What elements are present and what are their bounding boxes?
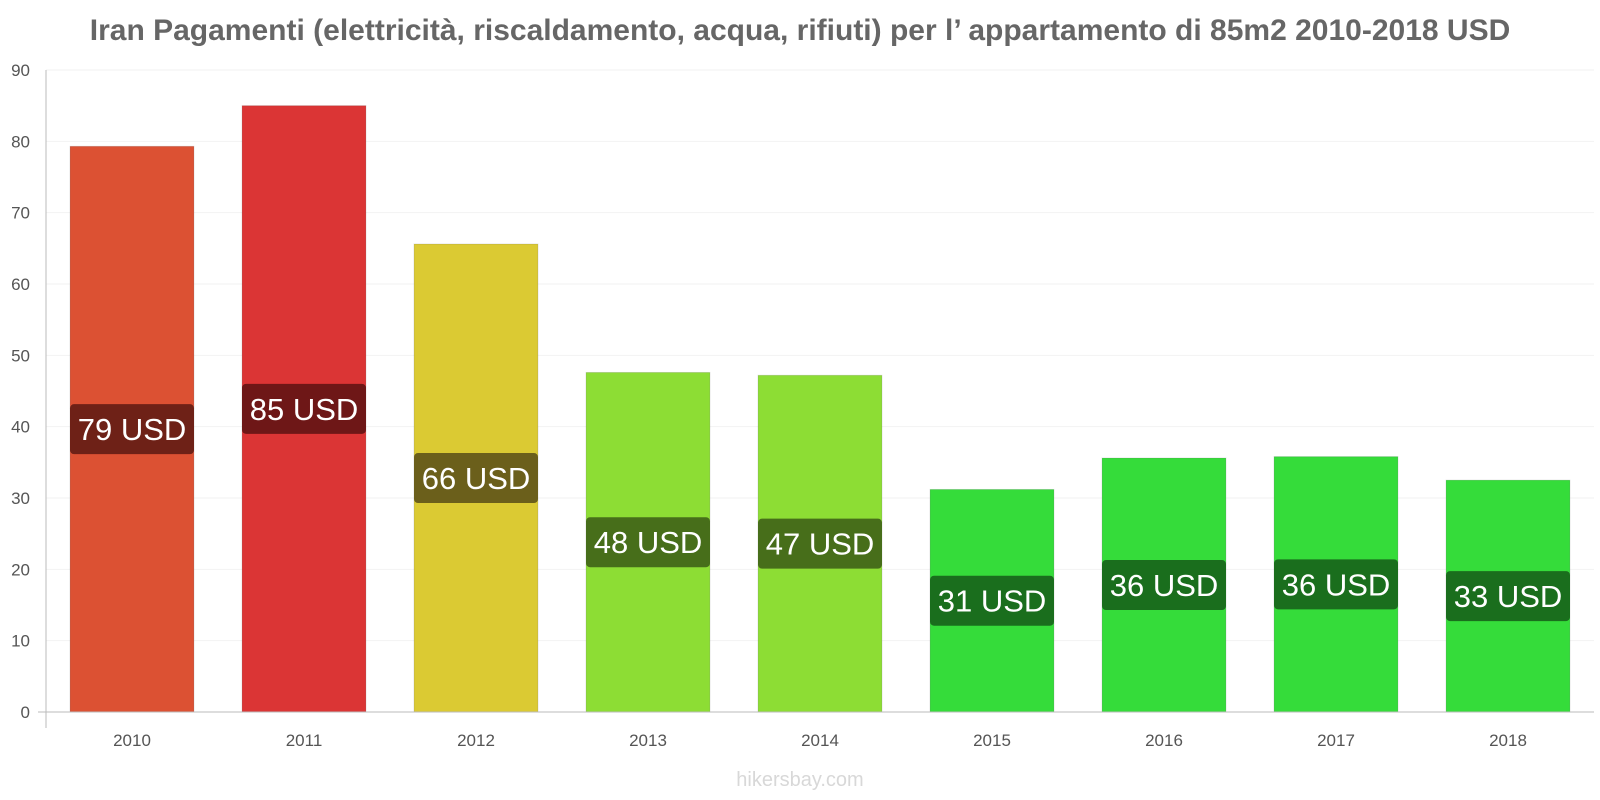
y-tick-label-40: 40 bbox=[11, 418, 30, 437]
x-tick-label-2015: 2015 bbox=[973, 731, 1011, 750]
x-tick-label-2014: 2014 bbox=[801, 731, 839, 750]
x-tick-label-2010: 2010 bbox=[113, 731, 151, 750]
data-label-2014: 47 USD bbox=[758, 518, 882, 569]
data-label-2011: 85 USD bbox=[242, 383, 366, 434]
data-label-box-2018 bbox=[1446, 571, 1570, 622]
data-label-text-2014: 47 USD bbox=[766, 527, 875, 562]
data-label-text-2016: 36 USD bbox=[1110, 568, 1219, 603]
y-tick-label-50: 50 bbox=[11, 346, 30, 365]
x-tick-label-2018: 2018 bbox=[1489, 731, 1527, 750]
data-label-2013: 48 USD bbox=[586, 517, 710, 568]
x-tick-label-2016: 2016 bbox=[1145, 731, 1183, 750]
y-tick-label-60: 60 bbox=[11, 275, 30, 294]
data-label-box-2012 bbox=[414, 453, 538, 504]
data-label-text-2017: 36 USD bbox=[1282, 567, 1391, 602]
data-label-text-2011: 85 USD bbox=[250, 392, 359, 427]
axis-layer: 0 10 20 30 40 50 60 70 80 90 2010 2011 2012 2013 2014 2… bbox=[11, 61, 1594, 750]
data-label-2018: 33 USD bbox=[1446, 571, 1570, 622]
y-tick-label-80: 80 bbox=[11, 132, 30, 151]
data-label-text-2018: 33 USD bbox=[1454, 579, 1563, 614]
data-label-box-2015 bbox=[930, 575, 1054, 626]
data-label-2017: 36 USD bbox=[1274, 559, 1398, 610]
x-tick-label-2017: 2017 bbox=[1317, 731, 1355, 750]
y-tick-label-90: 90 bbox=[11, 61, 30, 80]
chart-title: Iran Pagamenti (elettricità, riscaldamen… bbox=[89, 14, 1511, 47]
x-tick-label-2011: 2011 bbox=[286, 731, 323, 750]
x-tick-label-2013: 2013 bbox=[629, 731, 667, 750]
data-label-box-2010 bbox=[70, 404, 194, 455]
data-label-text-2010: 79 USD bbox=[78, 412, 187, 447]
data-label-text-2013: 48 USD bbox=[594, 525, 703, 560]
data-label-box-2011 bbox=[242, 383, 366, 434]
data-label-layer: 79 USD 85 USD 66 USD 48 USD 47 USD 31 USD 36 U… bbox=[70, 383, 1570, 626]
x-tick-label-2012: 2012 bbox=[457, 731, 495, 750]
y-tick-label-30: 30 bbox=[11, 489, 30, 508]
y-tick-label-20: 20 bbox=[11, 560, 30, 579]
data-label-box-2017 bbox=[1274, 559, 1398, 610]
data-label-text-2012: 66 USD bbox=[422, 461, 531, 496]
data-label-box-2014 bbox=[758, 518, 882, 569]
y-tick-label-0: 0 bbox=[21, 703, 30, 722]
data-label-2015: 31 USD bbox=[930, 575, 1054, 626]
data-label-box-2013 bbox=[586, 517, 710, 568]
data-label-2010: 79 USD bbox=[70, 404, 194, 455]
data-label-text-2015: 31 USD bbox=[938, 584, 1047, 619]
y-tick-label-10: 10 bbox=[11, 632, 30, 651]
data-label-2012: 66 USD bbox=[414, 453, 538, 504]
watermark: hikersbay.com bbox=[736, 769, 864, 791]
data-label-2016: 36 USD bbox=[1102, 560, 1226, 611]
data-label-box-2016 bbox=[1102, 560, 1226, 611]
y-tick-label-70: 70 bbox=[11, 204, 30, 223]
